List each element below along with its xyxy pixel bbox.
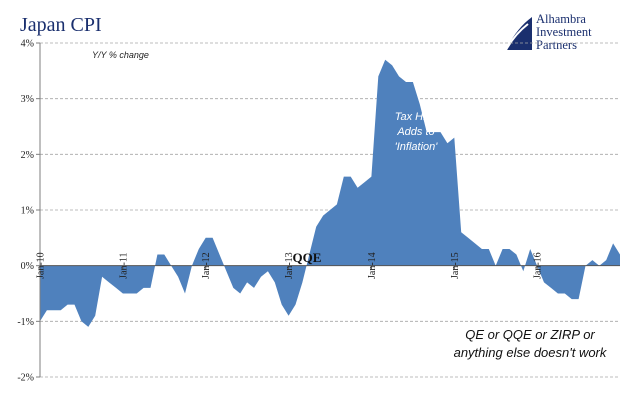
brand-line-1: Alhambra xyxy=(536,12,586,26)
x-tick-label: Jan-11 xyxy=(118,253,129,279)
y-tick-label: 3% xyxy=(21,94,34,105)
y-tick-label: 0% xyxy=(21,261,34,272)
y-tick-label: -1% xyxy=(17,317,34,328)
tax-hike-annotation: Tax Hike Adds to 'Inflation' xyxy=(395,111,439,153)
brand-line-2: Investment xyxy=(536,25,592,39)
tax-hike-line-3: 'Inflation' xyxy=(395,141,439,153)
chart-subtitle: Y/Y % change xyxy=(92,50,149,60)
y-tick-label: 2% xyxy=(21,150,34,161)
y-tick-label: -2% xyxy=(17,373,34,384)
tax-hike-line-1: Tax Hike xyxy=(395,111,437,123)
brand-line-3: Partners xyxy=(536,38,577,52)
x-tick-label: Jan-10 xyxy=(36,252,47,279)
brand-mark-swoosh xyxy=(505,23,529,51)
axes xyxy=(36,42,620,378)
y-tick-label: 4% xyxy=(21,39,34,50)
x-tick-label: Jan-12 xyxy=(201,252,212,279)
chart-title: Japan CPI xyxy=(20,14,102,36)
qe-line-1: QE or QQE or ZIRP or xyxy=(465,327,595,342)
qe-line-2: anything else doesn't work xyxy=(454,345,608,360)
cpi-area-series xyxy=(40,59,620,327)
qqe-annotation: QQE xyxy=(293,250,322,265)
qe-annotation: QE or QQE or ZIRP or anything else doesn… xyxy=(454,327,608,360)
x-tick-label: Jan-14 xyxy=(367,252,378,279)
x-tick-labels: Jan-10 Jan-11 Jan-12 Jan-13 Jan-14 Jan-15 Jan-… xyxy=(36,252,544,279)
x-tick-label: Jan-16 xyxy=(533,252,544,279)
brand-mark-icon xyxy=(505,17,532,51)
brand-logo: Alhambra Investment Partners xyxy=(503,13,641,57)
brand-name: Alhambra Investment Partners xyxy=(536,13,592,52)
y-tick-labels: 4% 3% 2% 1% 0% -1% -2% xyxy=(17,39,34,384)
x-tick-label: Jan-13 xyxy=(284,252,295,279)
y-tick-label: 1% xyxy=(21,206,34,217)
tax-hike-line-2: Adds to xyxy=(396,126,434,138)
x-tick-label: Jan-15 xyxy=(450,252,461,279)
